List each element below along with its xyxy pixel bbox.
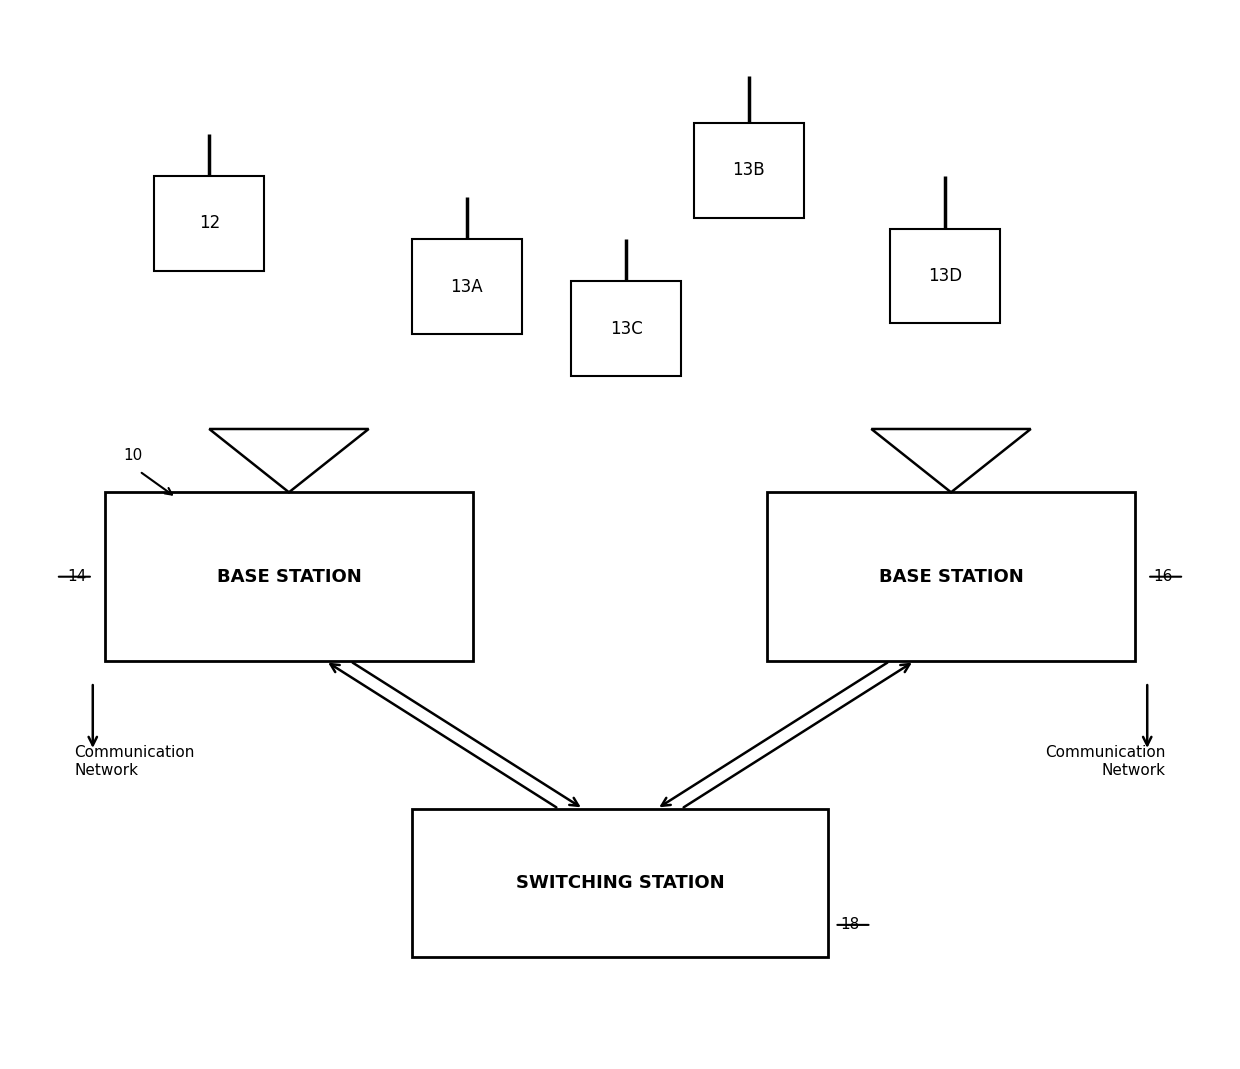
Bar	[412, 239, 522, 334]
Text: 16: 16	[1153, 569, 1173, 584]
Bar	[768, 493, 1135, 661]
Text: 12: 12	[198, 214, 219, 232]
Text: 13A: 13A	[450, 278, 484, 295]
Text: BASE STATION: BASE STATION	[217, 568, 361, 586]
Bar	[154, 175, 264, 270]
Text: 14: 14	[67, 569, 87, 584]
Bar	[693, 123, 804, 218]
Text: 10: 10	[124, 448, 143, 463]
Text: 13B: 13B	[733, 161, 765, 180]
Text: SWITCHING STATION: SWITCHING STATION	[516, 873, 724, 892]
Text: 13C: 13C	[610, 320, 642, 338]
Text: Communication
Network: Communication Network	[74, 745, 195, 777]
Bar	[412, 809, 828, 957]
Text: BASE STATION: BASE STATION	[879, 568, 1023, 586]
Bar	[570, 281, 681, 376]
Text: 13D: 13D	[928, 267, 962, 285]
Bar	[890, 229, 1001, 324]
Text: Communication
Network: Communication Network	[1045, 745, 1166, 777]
Text: 18: 18	[841, 917, 861, 932]
Bar	[105, 493, 472, 661]
